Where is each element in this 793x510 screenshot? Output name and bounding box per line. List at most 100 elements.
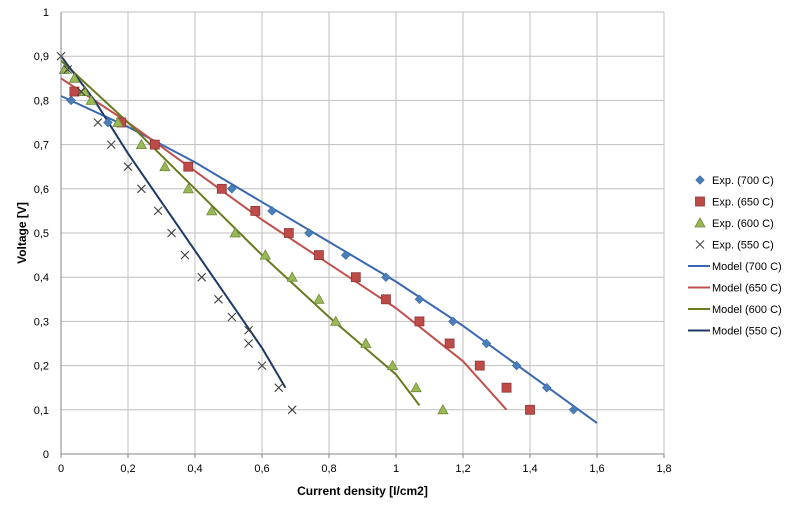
data-point	[112, 116, 124, 127]
y-tick-label: 0,4	[34, 272, 49, 284]
data-point	[511, 360, 522, 371]
data-point	[63, 65, 73, 74]
legend-label: Model (550 C)	[712, 326, 782, 338]
data-point	[123, 162, 133, 172]
data-point	[226, 183, 237, 194]
data-point	[244, 339, 253, 348]
data-point	[381, 272, 391, 283]
y-axis-title: Voltage [V]	[15, 202, 29, 264]
x-tick-label: 0,2	[120, 463, 135, 475]
legend-label: Exp. (550 C)	[712, 240, 774, 252]
legend-item: Exp. (600 C)	[694, 217, 774, 230]
x-marker-stroke	[106, 140, 116, 149]
x-marker-stroke	[227, 312, 237, 322]
legend-label: Model (700 C)	[712, 261, 782, 273]
x-marker-stroke	[197, 272, 207, 282]
legend-item: Model (650 C)	[688, 283, 782, 295]
data-point	[216, 183, 227, 194]
x-marker-stroke	[137, 184, 146, 194]
data-point	[93, 118, 103, 127]
legend-label: Exp. (700 C)	[712, 175, 774, 187]
legend-item: Model (550 C)	[688, 326, 782, 338]
legend-marker-swatch	[695, 240, 705, 249]
legend-item: Model (600 C)	[688, 304, 782, 316]
data-point	[206, 205, 218, 216]
series-markers-3	[56, 51, 297, 415]
y-tick-label: 0,8	[34, 95, 49, 107]
x-axis-title: Current density [I/cm2]	[297, 484, 428, 498]
data-point	[287, 405, 297, 415]
x-tick-label: 1,2	[455, 463, 470, 475]
data-point	[214, 294, 223, 304]
data-point	[182, 182, 194, 194]
model-lines	[60, 55, 598, 424]
data-point	[444, 338, 455, 349]
data-point	[227, 312, 237, 322]
x-marker-stroke	[93, 118, 103, 127]
x-marker-stroke	[153, 206, 163, 216]
data-point	[68, 72, 81, 83]
x-marker-stroke	[274, 383, 284, 393]
x-tick-label: 0	[58, 463, 64, 475]
data-point	[437, 403, 449, 415]
legend-marker-swatch	[695, 196, 705, 207]
data-point	[259, 249, 272, 260]
data-point	[135, 138, 148, 150]
data-point	[267, 206, 277, 216]
data-point	[257, 361, 267, 370]
y-tick-label: 1	[43, 7, 49, 19]
data-point	[501, 382, 512, 393]
x-tick-label: 0,6	[254, 463, 269, 475]
data-point	[183, 161, 194, 172]
y-tick-label: 0,7	[34, 140, 49, 152]
data-point	[360, 337, 372, 348]
data-point	[410, 381, 422, 393]
data-point	[283, 228, 294, 238]
legend-marker-swatch	[694, 217, 706, 228]
data-point	[180, 250, 190, 260]
y-tick-label: 0,2	[34, 361, 49, 373]
data-point	[330, 315, 342, 326]
data-point	[304, 228, 314, 238]
data-point	[481, 338, 492, 349]
experimental-markers	[56, 51, 579, 415]
data-point	[381, 294, 391, 305]
y-tick-label: 0	[43, 449, 49, 461]
x-marker-stroke	[244, 339, 253, 348]
data-point	[197, 272, 207, 282]
data-point	[525, 404, 535, 415]
y-tick-label: 0,6	[34, 184, 49, 196]
legend-item: Exp. (550 C)	[695, 240, 774, 252]
data-point	[106, 140, 116, 149]
x-marker-stroke	[695, 240, 705, 249]
x-marker-stroke	[244, 325, 253, 335]
x-marker-stroke	[63, 65, 73, 74]
y-tick-label: 0,9	[34, 51, 49, 63]
x-tick-label: 1,6	[589, 463, 604, 475]
data-point	[103, 117, 113, 128]
data-point	[250, 205, 261, 216]
data-point	[448, 316, 458, 327]
y-tick-labels: 0 0,1 0,2 0,3 0,4 0,5 0,6 0,7 0,8 0,9 1	[34, 7, 49, 461]
data-point	[76, 87, 86, 96]
data-point	[414, 294, 425, 305]
x-marker-stroke	[180, 250, 190, 260]
data-point	[137, 184, 146, 194]
data-point	[153, 206, 163, 216]
series-line-6	[60, 59, 421, 406]
data-point	[414, 316, 425, 327]
legend-item: Exp. (700 C)	[695, 175, 774, 187]
legend-label: Exp. (650 C)	[712, 197, 774, 209]
x-marker-stroke	[214, 294, 223, 304]
x-marker-stroke	[123, 162, 133, 172]
x-marker-stroke	[257, 361, 267, 370]
data-point	[474, 360, 485, 371]
gridlines	[60, 11, 665, 458]
x-marker-stroke	[287, 405, 297, 415]
y-tick-label: 0,3	[34, 316, 49, 328]
data-point	[159, 160, 171, 172]
y-tick-label: 0,1	[34, 405, 49, 417]
data-point	[541, 382, 552, 393]
legend-item: Model (700 C)	[688, 261, 782, 273]
legend-label: Model (600 C)	[712, 304, 782, 316]
